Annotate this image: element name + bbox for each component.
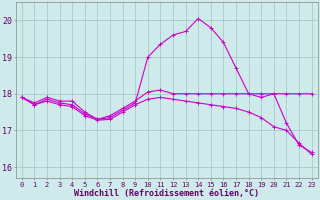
X-axis label: Windchill (Refroidissement éolien,°C): Windchill (Refroidissement éolien,°C) bbox=[74, 189, 259, 198]
